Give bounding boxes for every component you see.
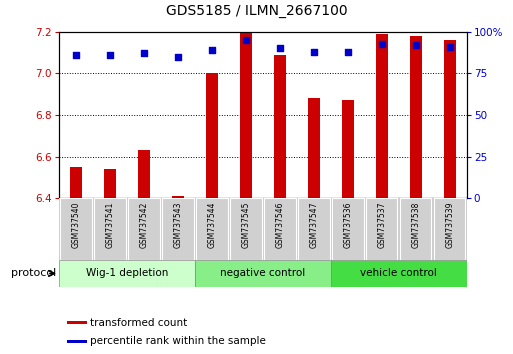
Bar xyxy=(264,198,295,260)
Bar xyxy=(128,198,160,260)
Point xyxy=(446,44,454,50)
Text: transformed count: transformed count xyxy=(90,318,187,328)
Text: GSM737540: GSM737540 xyxy=(71,201,81,248)
Bar xyxy=(434,198,465,260)
Text: GSM737547: GSM737547 xyxy=(309,201,319,248)
Bar xyxy=(61,198,92,260)
Bar xyxy=(195,260,331,287)
Bar xyxy=(444,40,456,198)
Bar xyxy=(59,260,195,287)
Bar xyxy=(274,55,286,198)
Bar xyxy=(172,196,184,198)
Text: GSM737538: GSM737538 xyxy=(411,201,420,248)
Text: Wig-1 depletion: Wig-1 depletion xyxy=(86,268,168,279)
Text: GSM737537: GSM737537 xyxy=(378,201,386,248)
Bar xyxy=(104,169,116,198)
Bar xyxy=(332,198,364,260)
Bar xyxy=(400,198,431,260)
Bar xyxy=(206,74,218,198)
Text: GSM737542: GSM737542 xyxy=(140,201,148,248)
Point xyxy=(140,51,148,56)
Point xyxy=(344,49,352,55)
Text: GDS5185 / ILMN_2667100: GDS5185 / ILMN_2667100 xyxy=(166,4,347,18)
Bar xyxy=(162,198,193,260)
Bar xyxy=(230,198,262,260)
Point xyxy=(310,49,318,55)
Bar xyxy=(67,340,87,343)
Bar xyxy=(331,260,467,287)
Bar xyxy=(410,36,422,198)
Text: negative control: negative control xyxy=(220,268,306,279)
Bar xyxy=(94,198,126,260)
Bar xyxy=(298,198,329,260)
Point xyxy=(412,42,420,48)
Bar xyxy=(67,321,87,324)
Bar xyxy=(138,150,150,198)
Point xyxy=(106,52,114,58)
Text: GSM737543: GSM737543 xyxy=(173,201,183,248)
Text: GSM737544: GSM737544 xyxy=(207,201,216,248)
Point xyxy=(276,46,284,51)
Text: GSM737539: GSM737539 xyxy=(445,201,455,248)
Bar xyxy=(366,198,398,260)
Text: GSM737541: GSM737541 xyxy=(106,201,114,248)
Bar xyxy=(342,101,354,198)
Text: GSM737536: GSM737536 xyxy=(343,201,352,248)
Text: GSM737545: GSM737545 xyxy=(242,201,250,248)
Point xyxy=(72,52,80,58)
Bar xyxy=(70,167,82,198)
Text: protocol: protocol xyxy=(11,268,56,279)
Bar xyxy=(240,32,252,198)
Text: GSM737546: GSM737546 xyxy=(275,201,284,248)
Point xyxy=(378,41,386,46)
Text: vehicle control: vehicle control xyxy=(361,268,437,279)
Point xyxy=(174,54,182,59)
Point xyxy=(242,37,250,43)
Text: percentile rank within the sample: percentile rank within the sample xyxy=(90,336,266,346)
Bar xyxy=(308,98,320,198)
Point xyxy=(208,47,216,53)
Bar xyxy=(376,34,388,198)
Bar xyxy=(196,198,228,260)
